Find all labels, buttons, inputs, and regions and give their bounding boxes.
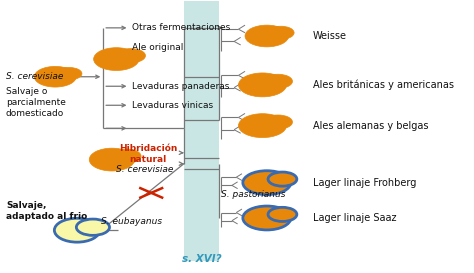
Text: Weisse: Weisse — [313, 31, 346, 41]
Text: parcialmente: parcialmente — [6, 98, 66, 107]
Ellipse shape — [238, 114, 286, 138]
Ellipse shape — [89, 148, 135, 171]
Text: s. XVI?: s. XVI? — [182, 254, 221, 264]
Ellipse shape — [55, 218, 100, 242]
Ellipse shape — [117, 49, 146, 63]
Text: Ale original: Ale original — [132, 43, 183, 52]
Ellipse shape — [245, 25, 289, 47]
Ellipse shape — [56, 67, 82, 80]
Text: Levaduras panaderas: Levaduras panaderas — [132, 82, 229, 91]
Ellipse shape — [268, 26, 294, 39]
Ellipse shape — [268, 207, 297, 221]
Text: Lager linaje Saaz: Lager linaje Saaz — [313, 213, 396, 223]
Text: S. pastorianus: S. pastorianus — [221, 190, 285, 199]
Ellipse shape — [268, 172, 297, 186]
Ellipse shape — [76, 219, 109, 235]
Text: Hibridación
natural: Hibridación natural — [119, 144, 177, 164]
Text: Ales alemanas y belgas: Ales alemanas y belgas — [313, 121, 428, 131]
Ellipse shape — [264, 115, 292, 129]
Text: Salvaje o: Salvaje o — [6, 87, 47, 96]
Text: S. cerevisiae: S. cerevisiae — [6, 72, 64, 81]
Text: S. cerevisiae: S. cerevisiae — [116, 165, 173, 174]
Text: Ales británicas y americanas: Ales británicas y americanas — [313, 80, 454, 90]
Ellipse shape — [243, 206, 291, 230]
Text: S. eubayanus: S. eubayanus — [101, 216, 162, 225]
Text: Otras fermentaciones: Otras fermentaciones — [132, 23, 230, 32]
Text: Salvaje,: Salvaje, — [6, 201, 46, 210]
Ellipse shape — [94, 48, 139, 70]
Ellipse shape — [264, 74, 292, 88]
Ellipse shape — [34, 66, 76, 87]
Text: Lager linaje Frohberg: Lager linaje Frohberg — [313, 178, 416, 188]
Bar — [184, 1, 219, 262]
Ellipse shape — [238, 73, 286, 97]
Text: adaptado al frio: adaptado al frio — [6, 212, 87, 221]
Text: domesticado: domesticado — [6, 109, 64, 118]
Text: Levaduras vinicas: Levaduras vinicas — [132, 101, 213, 110]
Ellipse shape — [243, 171, 291, 195]
Ellipse shape — [112, 149, 141, 163]
